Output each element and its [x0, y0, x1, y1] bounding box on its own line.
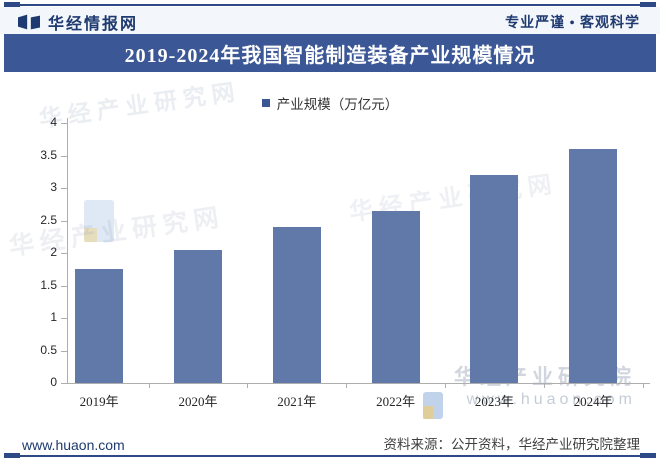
legend: 产业规模（万亿元） [0, 93, 660, 113]
y-axis-tick-label: 2.5 [40, 212, 57, 227]
top-rule [4, 4, 656, 6]
y-axis-tick-label: 4 [50, 115, 57, 129]
brand-logo-icon [18, 14, 40, 30]
bar-2019年 [75, 269, 124, 383]
watermark-corner-site: www.huaon.com [466, 391, 636, 408]
bar-2020年 [174, 249, 222, 383]
bottom-rule [4, 455, 656, 457]
y-axis-tick [61, 155, 67, 157]
x-axis-tick [148, 383, 150, 388]
title-banner: 2019-2024年我国智能制造装备产业规模情况 [4, 34, 656, 72]
bar-2022年 [371, 210, 420, 383]
x-axis-tick [445, 383, 446, 388]
footer-site-link[interactable]: www.huaon.com [22, 437, 125, 453]
x-axis-tick [247, 383, 249, 388]
x-axis-tick [642, 383, 644, 388]
bar-2021年 [272, 227, 321, 383]
y-axis-tick [61, 123, 67, 124]
watermark-logo-icon [423, 406, 433, 419]
y-axis-tick-label: 3.5 [40, 147, 57, 162]
x-axis-label: 2024年 [573, 394, 613, 409]
legend-marker-icon [261, 99, 270, 107]
y-axis-tick [61, 383, 67, 384]
chart-title: 2019-2024年我国智能制造装备产业规模情况 [124, 44, 536, 67]
y-axis-tick [61, 350, 67, 352]
x-axis-line [67, 383, 650, 384]
x-axis-label: 2023年 [474, 394, 514, 409]
bottom-rule-right-cap [640, 453, 656, 458]
watermark-logo-icon [84, 200, 114, 242]
y-axis-tick [61, 285, 67, 287]
y-axis-tick-label: 1.5 [40, 277, 57, 292]
header-strip [0, 7, 660, 34]
x-axis-label: 2020年 [178, 394, 218, 409]
x-axis-tick [346, 383, 348, 388]
y-axis-tick-label: 0.5 [40, 342, 57, 357]
x-axis-label: 2022年 [376, 394, 416, 409]
bottom-rule-left-cap [4, 453, 20, 458]
y-axis-tick [61, 253, 67, 254]
watermark-logo-icon [84, 228, 97, 242]
brand: 华经情报网 [18, 10, 138, 34]
x-axis-tick [543, 383, 545, 388]
bar-2023年 [470, 175, 519, 383]
footer-source: 资料来源：公开资料，华经产业研究院整理 [383, 437, 641, 452]
header-slogan: 专业严谨 • 客观科学 [505, 16, 640, 31]
y-axis-tick-label: 2 [50, 245, 57, 259]
y-axis-tick [61, 318, 67, 319]
top-rule-left-cap [4, 2, 20, 7]
x-axis-label: 2019年 [79, 394, 119, 409]
y-axis-tick-label: 3 [50, 180, 57, 194]
bar-2024年 [569, 149, 618, 383]
legend-label: 产业规模（万亿元） [276, 97, 399, 112]
y-axis-line [67, 118, 68, 384]
brand-label: 华经情报网 [48, 16, 139, 33]
y-axis-tick-label: 1 [50, 310, 57, 324]
top-rule-right-cap [640, 2, 656, 7]
y-axis-tick-label: 0 [50, 375, 57, 389]
y-axis-tick [61, 188, 67, 189]
y-axis-tick [61, 220, 67, 222]
x-axis-label: 2021年 [277, 394, 317, 409]
